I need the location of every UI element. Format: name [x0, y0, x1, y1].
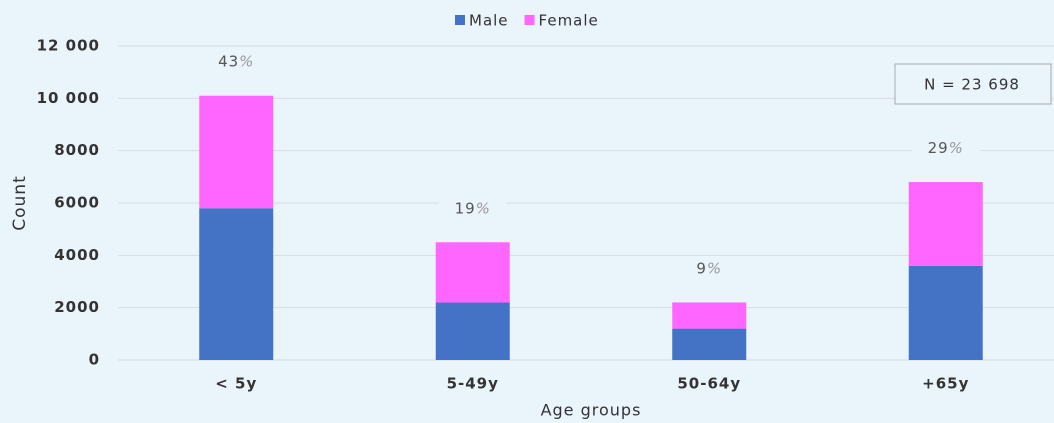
- bar-segment: [908, 265, 983, 360]
- x-tick-label: +65y: [922, 375, 969, 393]
- x-tick-label: 5-49y: [447, 375, 499, 393]
- y-tick-label: 0: [89, 351, 100, 369]
- annotation: 9%: [696, 259, 722, 277]
- bar-segment: [908, 182, 983, 266]
- annotation: 19%: [455, 199, 491, 217]
- bar-segment: [672, 302, 747, 329]
- note: N = 23 698: [924, 76, 1020, 94]
- legend-swatch: [524, 15, 535, 25]
- annotation: 43%: [218, 52, 254, 70]
- x-tick-label: 50-64y: [677, 375, 741, 393]
- legend-swatch: [455, 15, 465, 25]
- annotation-bg: [675, 256, 744, 281]
- y-axis-title: Count: [10, 175, 30, 231]
- annotation-bg: [911, 136, 980, 161]
- y-tick-label: 12 000: [37, 37, 100, 55]
- x-tick-label: < 5y: [215, 375, 257, 393]
- y-tick-label: 6000: [54, 194, 100, 212]
- note-box: [894, 63, 1052, 105]
- bar-segment: [435, 242, 510, 303]
- legend-label: Male: [469, 12, 509, 30]
- bar-segment: [199, 95, 274, 209]
- x-axis-title: Age groups: [541, 401, 642, 420]
- legend-label: Female: [539, 12, 599, 30]
- bar-segment: [435, 302, 510, 360]
- bar-segment: [672, 328, 747, 360]
- y-tick-label: 8000: [54, 141, 100, 159]
- annotation-bg: [202, 49, 271, 74]
- y-tick-label: 10 000: [37, 89, 100, 107]
- annotation: 29%: [928, 139, 964, 157]
- annotation-bg: [438, 196, 507, 221]
- bar-segment: [199, 208, 274, 360]
- marks: 43% 19% 9% 29%: [199, 49, 983, 360]
- y-tick-label: 4000: [54, 246, 100, 264]
- y-tick-label: 2000: [54, 298, 100, 316]
